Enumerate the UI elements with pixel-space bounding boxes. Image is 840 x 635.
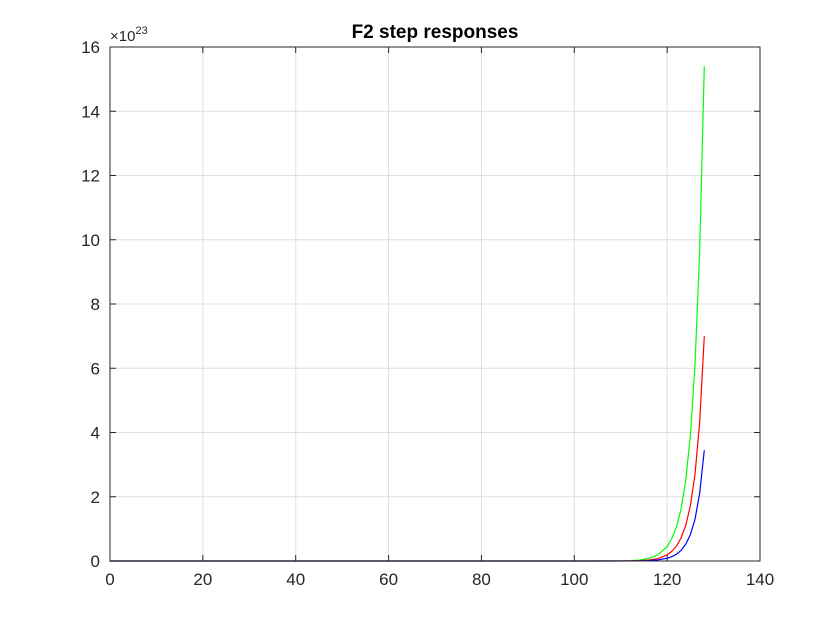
y-tick-label: 12 bbox=[81, 167, 100, 186]
y-tick-label: 0 bbox=[91, 552, 100, 571]
x-tick-labels: 0 20 40 60 80 100 120 140 bbox=[105, 570, 774, 589]
x-tick-label: 100 bbox=[560, 570, 588, 589]
ticks bbox=[109, 46, 761, 562]
x-tick-label: 20 bbox=[193, 570, 212, 589]
y-tick-label: 16 bbox=[81, 38, 100, 57]
y-tick-label: 4 bbox=[91, 424, 100, 443]
x-tick-label: 120 bbox=[653, 570, 681, 589]
x-tick-label: 40 bbox=[286, 570, 305, 589]
x-tick-label: 0 bbox=[105, 570, 114, 589]
y-tick-label: 2 bbox=[91, 488, 100, 507]
y-tick-labels: 0 2 4 6 8 10 12 14 16 bbox=[81, 38, 100, 571]
chart-title: F2 step responses bbox=[352, 22, 519, 43]
y-tick-label: 10 bbox=[81, 231, 100, 250]
y-tick-label: 14 bbox=[81, 102, 100, 121]
y-exponent-label: ×1023 bbox=[110, 25, 148, 45]
x-tick-label: 80 bbox=[472, 570, 491, 589]
y-exponent-power: 23 bbox=[135, 25, 147, 37]
x-tick-label: 140 bbox=[746, 570, 774, 589]
y-exponent-base: ×10 bbox=[110, 28, 135, 45]
y-tick-label: 6 bbox=[91, 359, 100, 378]
y-tick-label: 8 bbox=[91, 295, 100, 314]
x-tick-label: 60 bbox=[379, 570, 398, 589]
